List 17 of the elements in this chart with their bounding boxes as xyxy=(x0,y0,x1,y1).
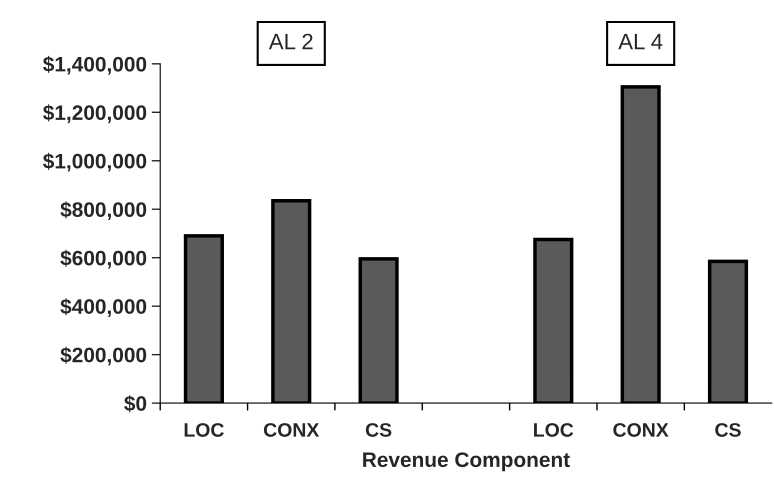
x-tick-label: CS xyxy=(715,423,741,437)
y-tick-label: $400,000 xyxy=(60,298,146,317)
x-tick-label: CONX xyxy=(613,423,669,437)
y-tick-label: $200,000 xyxy=(60,346,146,366)
text: AL 2 xyxy=(268,34,313,50)
y-tick-label: $0 xyxy=(124,395,146,412)
x-axis-title: Revenue Component xyxy=(363,452,570,472)
y-tick-label: $1,400,000 xyxy=(43,56,146,75)
x-tick-label: CS xyxy=(366,423,392,437)
x-tick-label: LOC xyxy=(184,423,224,437)
y-tick-label: $600,000 xyxy=(60,250,146,268)
text: AL 4 xyxy=(618,34,662,50)
y-tick-label: $800,000 xyxy=(60,201,146,220)
x-tick-label: LOC xyxy=(534,423,574,437)
y-tick-label: $1,000,000 xyxy=(43,152,146,172)
x-tick-label: CONX xyxy=(264,423,320,437)
y-tick-label: $1,200,000 xyxy=(43,104,146,124)
